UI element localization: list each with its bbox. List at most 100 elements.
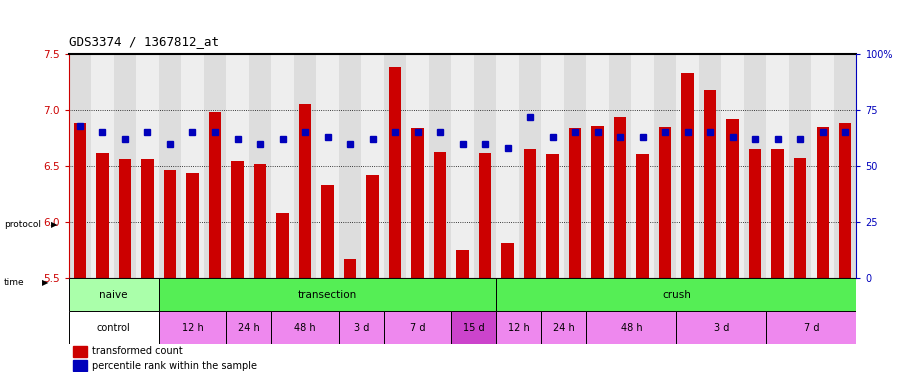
Bar (164, 169, 176, 278)
Bar (434, 152, 446, 278)
Bar (136, 54, 158, 278)
Text: 48 h: 48 h (294, 323, 316, 333)
Text: time: time (4, 278, 25, 287)
Bar (496, 278, 856, 311)
Text: ▶: ▶ (51, 220, 58, 229)
Bar (789, 54, 812, 278)
Bar (722, 54, 744, 278)
Bar (812, 54, 834, 278)
Bar (637, 154, 649, 278)
Bar (158, 311, 226, 344)
Bar (834, 54, 856, 278)
Bar (452, 311, 496, 344)
Bar (249, 54, 271, 278)
Bar (384, 311, 452, 344)
Bar (271, 311, 339, 344)
Bar (277, 214, 289, 278)
Text: transection: transection (298, 290, 357, 300)
Bar (226, 54, 249, 278)
Bar (339, 54, 361, 278)
Bar (631, 54, 654, 278)
Bar (316, 54, 339, 278)
Bar (141, 159, 154, 278)
Text: 48 h: 48 h (620, 323, 642, 333)
Bar (609, 54, 631, 278)
Bar (322, 185, 333, 278)
Bar (749, 149, 761, 278)
Bar (96, 153, 109, 278)
Bar (614, 117, 627, 278)
Bar (299, 104, 311, 278)
Bar (226, 311, 271, 344)
Bar (456, 250, 469, 278)
Bar (114, 54, 136, 278)
Bar (726, 119, 739, 278)
Bar (541, 311, 586, 344)
Text: 24 h: 24 h (238, 323, 259, 333)
Bar (586, 311, 676, 344)
Bar (659, 127, 671, 278)
Bar (271, 54, 294, 278)
Bar (794, 158, 806, 278)
Bar (744, 54, 767, 278)
Bar (676, 311, 767, 344)
Text: 3 d: 3 d (354, 323, 369, 333)
Bar (699, 54, 722, 278)
Bar (69, 278, 158, 311)
Text: 7 d: 7 d (409, 323, 425, 333)
Bar (366, 175, 378, 278)
Bar (569, 128, 582, 278)
Bar (294, 54, 316, 278)
Bar (181, 54, 203, 278)
Text: protocol: protocol (4, 220, 40, 229)
Bar (547, 154, 559, 278)
Bar (767, 311, 856, 344)
Bar (654, 54, 676, 278)
Bar (72, 346, 87, 357)
Bar (158, 54, 181, 278)
Text: 3 d: 3 d (714, 323, 729, 333)
Bar (407, 54, 429, 278)
Bar (682, 73, 693, 278)
Bar (344, 260, 356, 278)
Text: GDS3374 / 1367812_at: GDS3374 / 1367812_at (69, 35, 219, 48)
Bar (203, 54, 226, 278)
Text: transformed count: transformed count (93, 346, 183, 356)
Bar (496, 54, 518, 278)
Text: 12 h: 12 h (181, 323, 203, 333)
Bar (564, 54, 586, 278)
Bar (74, 123, 86, 278)
Text: percentile rank within the sample: percentile rank within the sample (93, 361, 257, 371)
Text: ▶: ▶ (42, 278, 49, 287)
Text: 15 d: 15 d (463, 323, 485, 333)
Bar (767, 54, 789, 278)
Bar (339, 311, 384, 344)
Bar (839, 123, 851, 278)
Bar (72, 360, 87, 371)
Text: crush: crush (662, 290, 691, 300)
Bar (592, 126, 604, 278)
Bar (501, 243, 514, 278)
Bar (474, 54, 496, 278)
Bar (452, 54, 474, 278)
Bar (254, 164, 267, 278)
Bar (479, 153, 491, 278)
Bar (69, 311, 158, 344)
Text: 24 h: 24 h (553, 323, 574, 333)
Text: control: control (97, 323, 131, 333)
Bar (429, 54, 452, 278)
Bar (158, 278, 496, 311)
Bar (186, 173, 199, 278)
Bar (69, 54, 92, 278)
Bar (92, 54, 114, 278)
Text: 7 d: 7 d (803, 323, 819, 333)
Bar (209, 112, 221, 278)
Bar (524, 149, 536, 278)
Bar (411, 128, 424, 278)
Bar (816, 127, 829, 278)
Bar (771, 149, 784, 278)
Text: 12 h: 12 h (508, 323, 529, 333)
Text: naive: naive (100, 290, 128, 300)
Bar (496, 311, 541, 344)
Bar (676, 54, 699, 278)
